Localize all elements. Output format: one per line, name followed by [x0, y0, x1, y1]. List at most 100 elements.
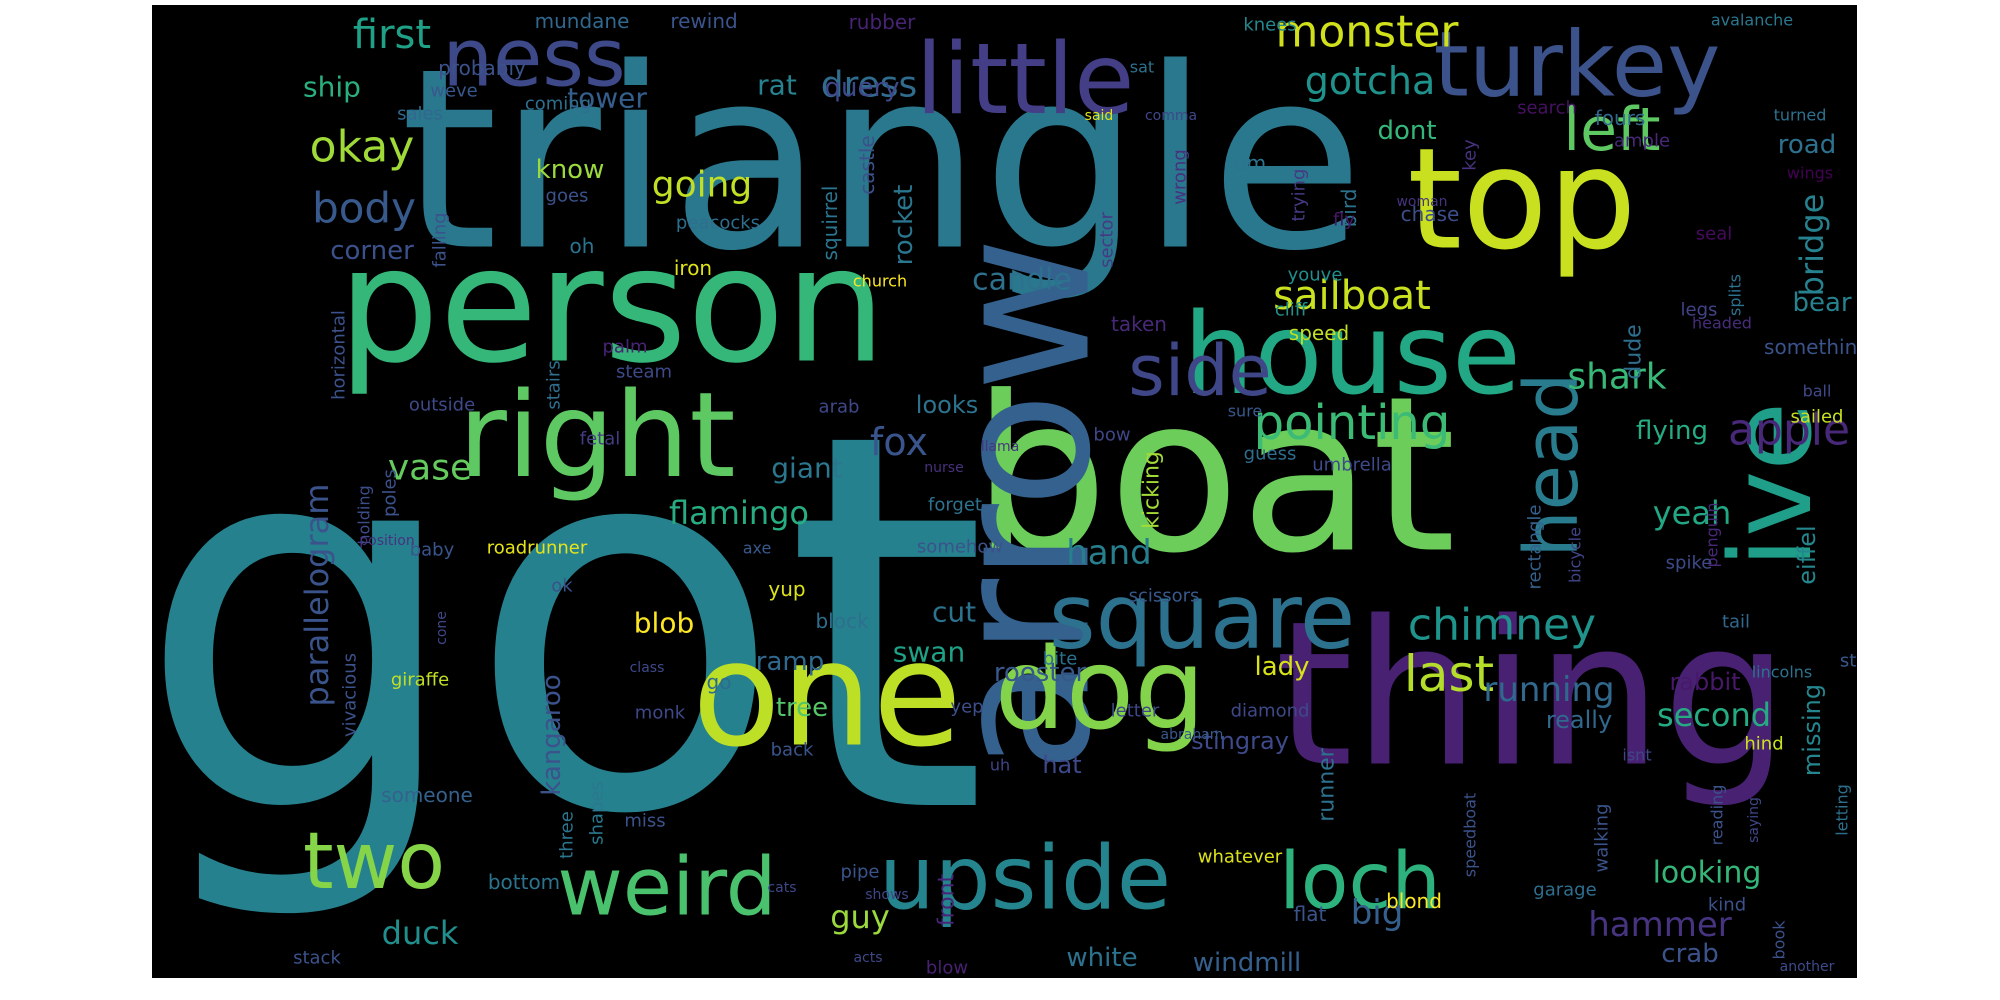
word-tree: tree [776, 693, 828, 723]
word-fly: fly [1333, 210, 1355, 231]
word-right: right [458, 366, 735, 504]
word-fetal: fetal [580, 429, 621, 450]
word-speed: speed [1289, 321, 1349, 345]
word-monk: monk [635, 703, 686, 724]
word-guy: guy [830, 898, 890, 936]
word-square: square [1049, 565, 1356, 670]
word-legs: legs [1681, 300, 1718, 321]
word-bridge: bridge [1793, 194, 1831, 297]
word-roadrunner: roadrunner [487, 538, 588, 559]
word-avalanche: avalanche [1711, 11, 1793, 30]
word-fours: fours [1595, 106, 1646, 130]
word-garage: garage [1533, 880, 1596, 901]
word-arab: arab [819, 397, 860, 418]
word-wings: wings [1787, 164, 1833, 183]
word-iron: iron [674, 256, 712, 280]
word-upside: upside [879, 827, 1171, 930]
word-chimney: chimney [1408, 600, 1596, 651]
word-bite: bite [1043, 649, 1078, 670]
word-shark: shark [1567, 357, 1666, 398]
word-reading: reading [1708, 785, 1727, 846]
word-front: front [935, 873, 960, 926]
word-peacocks: peacocks [676, 213, 760, 234]
word-tower: tower [567, 82, 647, 115]
word-query: query [824, 73, 899, 103]
word-okay: okay [310, 122, 415, 173]
word-triangle: triangle [400, 15, 1364, 306]
word-bottom: bottom [488, 870, 560, 894]
word-second: second [1657, 696, 1771, 734]
word-hammer: hammer [1588, 905, 1732, 945]
word-really: really [1546, 706, 1612, 734]
word-letter: letter [1111, 701, 1160, 722]
word-block: block [815, 609, 868, 633]
word-um: um [1234, 151, 1266, 175]
word-boat: boat [972, 350, 1456, 601]
word-lady: lady [1254, 652, 1309, 682]
word-wrong: wrong [1170, 149, 1191, 205]
word-forget: forget [928, 495, 982, 516]
word-go: go [707, 670, 732, 694]
word-class: class [630, 660, 665, 676]
word-ok: ok [551, 576, 573, 597]
word-stack: stack [293, 948, 341, 969]
word-sector: sector [1097, 211, 1118, 267]
word-miss: miss [624, 811, 665, 832]
word-yep: yep [950, 697, 983, 718]
word-something: something [1764, 335, 1857, 359]
word-ramp: ramp [756, 647, 824, 677]
word-runner: runner [1315, 747, 1340, 821]
word-arrow: arrow [912, 237, 1133, 774]
word-taken: taken [1111, 312, 1167, 336]
word-hand: hand [1066, 533, 1152, 573]
word-umbrella: umbrella [1312, 455, 1391, 476]
word-axe: axe [743, 539, 772, 558]
word-weve: weve [430, 81, 478, 102]
word-kangaroo: kangaroo [537, 674, 567, 795]
word-oh: oh [570, 234, 595, 258]
word-ness: ness [442, 12, 625, 105]
word-squirrel: squirrel [818, 186, 842, 261]
word-rubber: rubber [849, 10, 917, 34]
word-yup: yup [768, 577, 805, 601]
word-falling: falling [430, 212, 451, 267]
word-side: side [1128, 330, 1271, 412]
word-sailed: sailed [1791, 407, 1844, 428]
word-thing: thing [1275, 579, 1789, 812]
word-house: house [1183, 290, 1521, 420]
word-rewind: rewind [670, 9, 737, 33]
word-little: little [916, 23, 1135, 137]
word-ive: ive [1707, 402, 1837, 568]
word-comma: comma [1145, 108, 1197, 124]
word-white: white [1066, 943, 1137, 973]
word-lincolns: lincolns [1752, 663, 1813, 682]
word-dude: dude [1622, 324, 1647, 379]
word-monster: monster [1275, 7, 1459, 58]
word-mundane: mundane [535, 9, 630, 33]
word-isnt: isnt [1622, 746, 1651, 765]
word-goes: goes [546, 186, 589, 207]
word-rabbit: rabbit [1669, 668, 1740, 696]
word-body: body [312, 184, 416, 233]
word-acts: acts [853, 950, 882, 966]
word-yeah: yeah [1653, 494, 1732, 532]
word-ball: ball [1803, 382, 1832, 401]
word-one: one [692, 611, 962, 780]
word-cloud: got triangle boat thing person arrow one top rig… [152, 5, 1857, 978]
word-stingray: stingray [1191, 727, 1289, 755]
word-position: position [359, 533, 414, 549]
word-baby: baby [410, 540, 455, 561]
word-giant: giant [771, 452, 842, 485]
word-swan: swan [893, 636, 965, 669]
word-diamond: diamond [1231, 701, 1310, 722]
word-sure: sure [1228, 402, 1263, 421]
word-youve: youve [1288, 265, 1343, 286]
word-guess: guess [1244, 444, 1297, 465]
word-knees: knees [1243, 15, 1296, 36]
word-head: head [1509, 373, 1595, 558]
word-steam: steam [616, 362, 672, 383]
word-eiffel: eiffel [1793, 525, 1821, 584]
word-sales: sales [397, 104, 443, 125]
word-stuff: stuff [1840, 651, 1857, 672]
word-windmill: windmill [1193, 948, 1301, 978]
